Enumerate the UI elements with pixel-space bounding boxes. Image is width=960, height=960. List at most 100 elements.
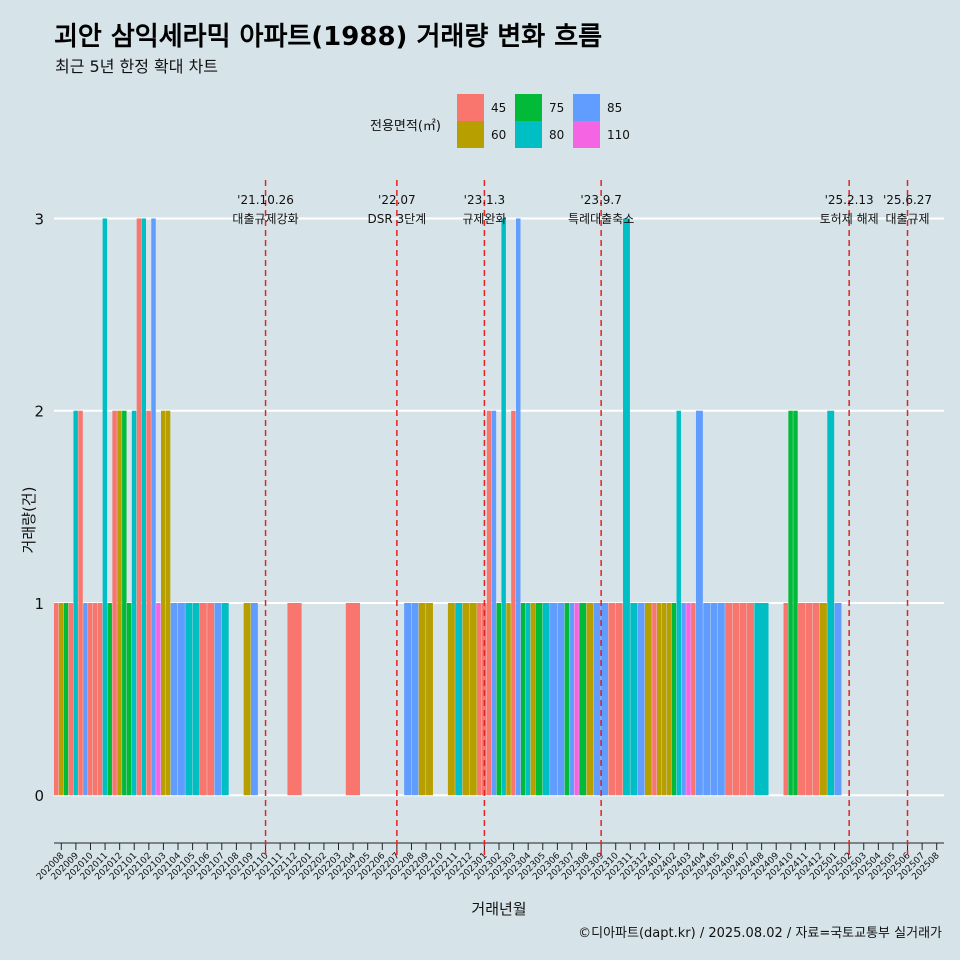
bar-202402-60 [666,602,672,796]
bar-202008-45 [54,602,59,796]
y-axis-title: 거래량(건) [20,487,38,554]
legend-label: 80 [549,128,564,142]
bar-202101-75 [126,602,132,796]
bar-202302-75 [496,602,502,796]
legend-key-60 [457,121,484,148]
bar-202011-80 [102,218,108,796]
legend-key-85 [573,94,600,121]
bar-202009-80 [73,410,78,796]
bar-202302-85 [491,410,497,796]
bar-202312-85 [637,602,645,796]
legend-key-45 [457,94,484,121]
bar-202301-45 [481,602,487,796]
y-tick-label: 2 [34,403,44,421]
bar-202307-85 [569,602,574,796]
bar-202209-60 [418,602,426,796]
bar-202012-45 [112,410,117,796]
bar-202405-85 [717,602,725,796]
legend-label: 85 [607,101,622,115]
bar-202010-85 [83,602,88,796]
bar-202204-45 [345,602,360,796]
bar-202306-85 [550,602,557,796]
bar-202307-75 [564,602,570,796]
bar-202208-85 [411,602,419,796]
bar-202304-80 [525,602,531,796]
bar-202010-45 [92,602,98,796]
bar-202008-75 [63,602,69,796]
bar-202105-80 [185,602,193,796]
legend-label: 60 [491,128,506,142]
bar-202309-85 [593,602,601,796]
bar-202103-60 [160,410,166,796]
bar-202208-85 [404,602,412,796]
bar-202311-80 [630,602,638,796]
bar-202412-60 [819,602,827,796]
legend-key-80 [515,121,542,148]
bar-202401-60 [661,602,667,796]
bar-202310-45 [615,602,623,796]
bar-202501-80 [827,410,835,796]
bar-202106-45 [207,602,215,796]
bar-202304-60 [530,602,536,796]
bar-202101-45 [136,218,142,796]
bar-202102-85 [151,218,156,796]
bar-202305-80 [542,602,550,796]
bar-202209-60 [426,602,433,796]
bar-202412-45 [812,602,820,796]
bar-202401-60 [657,602,662,796]
bar-202402-80 [676,410,681,796]
bar-202103-110 [156,602,161,796]
bar-202009-45 [68,602,74,796]
bar-202311-80 [623,218,630,796]
y-tick-label: 0 [34,787,44,805]
bar-202309-85 [601,602,609,796]
bar-202406-45 [732,602,740,796]
bar-202410-75 [793,410,798,796]
bar-202410-75 [788,410,793,796]
bar-202303-45 [511,410,516,796]
bar-202404-85 [695,410,703,796]
bar-202310-45 [608,602,616,796]
bar-202501-85 [834,602,842,796]
bar-202112-45 [287,602,302,796]
legend-label: 45 [491,101,506,115]
bar-202011-75 [107,602,112,796]
chart-title: 괴안 삼익세라믹 아파트(1988) 거래량 변화 흐름 [54,22,603,52]
bar-202102-80 [141,218,147,796]
bar-202401-45 [652,602,657,796]
bar-202306-85 [557,602,565,796]
bar-202211-80 [455,602,463,796]
bar-202012-75 [122,410,127,796]
bar-202305-75 [535,602,543,796]
bar-202303-85 [516,218,521,796]
bar-202402-75 [671,602,677,796]
annotation-date: '25.6.27 [883,193,932,207]
bar-202406-45 [725,602,733,796]
annotation-date: '23.9.7 [580,193,621,207]
bar-202304-75 [520,602,526,796]
annotation-date: '22.07 [378,193,416,207]
bar-202211-60 [447,602,455,796]
bar-202403-45 [691,602,696,796]
bar-202312-60 [644,602,652,796]
annotation-label: DSR 3단계 [368,212,427,226]
annotation-label: 토허제 해제 [820,212,879,226]
bar-202011-45 [97,602,103,796]
annotation-date: '23.1.3 [464,193,505,207]
bar-202107-80 [221,602,229,796]
bar-202012-60 [117,410,122,796]
bar-202407-45 [747,602,754,796]
bar-202109-85 [250,602,258,796]
bar-202107-85 [214,602,222,796]
annotation-label: 특례대출축소 [568,212,634,226]
bar-202104-85 [178,602,185,796]
x-axis-title: 거래년월 [471,900,526,918]
legend-title: 전용면적(㎡) [370,119,441,134]
legend-key-110 [573,121,600,148]
y-tick-label: 3 [34,210,44,228]
bar-202008-60 [58,602,64,796]
annotation-date: '21.10.26 [237,193,294,207]
bar-202106-45 [199,602,207,796]
annotation-label: 규제완화 [462,212,506,226]
